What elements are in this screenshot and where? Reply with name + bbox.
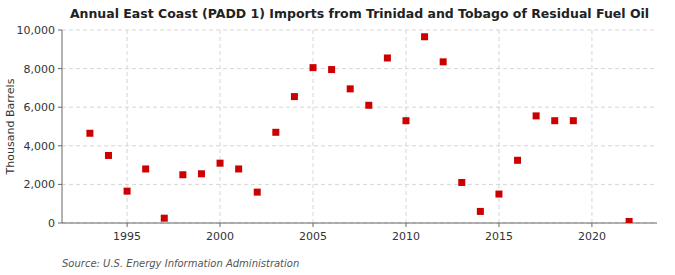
point xyxy=(421,33,428,40)
point xyxy=(551,117,558,124)
x-tick xyxy=(591,223,592,227)
point xyxy=(514,157,521,164)
point xyxy=(477,208,484,215)
point xyxy=(272,129,279,136)
point xyxy=(198,170,205,177)
x-tick xyxy=(498,223,499,227)
point xyxy=(328,66,335,73)
x-tick xyxy=(313,223,314,227)
point xyxy=(440,58,447,65)
x-tick-label: 2015 xyxy=(485,230,513,243)
point xyxy=(124,188,131,195)
y-tick xyxy=(58,68,62,69)
y-tick xyxy=(58,107,62,108)
point xyxy=(347,85,354,92)
y-tick xyxy=(58,30,62,31)
y-grid-line xyxy=(62,107,657,108)
y-grid-line xyxy=(62,184,657,185)
point xyxy=(402,117,409,124)
page: {"chart_data": { "type": "scatter", "tit… xyxy=(0,0,675,275)
x-tick-label: 2020 xyxy=(578,230,606,243)
x-grid-line xyxy=(220,30,221,223)
y-tick-label: 2,000 xyxy=(24,178,56,191)
x-tick xyxy=(405,223,406,227)
point xyxy=(235,165,242,172)
axes: 0 2,000 4,000 6,000 8,000 10,000 1995 2000 2005 2… xyxy=(17,24,658,243)
point xyxy=(626,218,633,223)
point xyxy=(310,64,317,71)
y-axis-label: Thousand Barrels xyxy=(4,78,17,175)
point xyxy=(458,179,465,186)
x-grid-line xyxy=(591,30,592,223)
y-grid-line xyxy=(62,30,657,31)
y-grid-line xyxy=(62,68,657,69)
x-axis-line xyxy=(62,223,657,224)
x-tick xyxy=(220,223,221,227)
point xyxy=(533,112,540,119)
x-grid-line xyxy=(313,30,314,223)
y-tick-label: 4,000 xyxy=(24,140,56,153)
y-tick-label: 8,000 xyxy=(24,63,56,76)
y-grid-line xyxy=(62,145,657,146)
y-axis-line xyxy=(62,30,63,223)
title: Annual East Coast (PADD 1) Imports from … xyxy=(70,6,649,21)
grid xyxy=(62,30,657,223)
point xyxy=(179,171,186,178)
x-tick xyxy=(127,223,128,227)
x-grid-line xyxy=(405,30,406,223)
point xyxy=(105,152,112,159)
x-tick-label: 1995 xyxy=(113,230,141,243)
point xyxy=(495,191,502,198)
x-tick-label: 2000 xyxy=(206,230,234,243)
point xyxy=(365,102,372,109)
point xyxy=(142,165,149,172)
point xyxy=(254,189,261,196)
y-tick xyxy=(58,223,62,224)
annotation: Source: U.S. Energy Information Administ… xyxy=(62,258,299,269)
point xyxy=(217,160,224,167)
y-tick xyxy=(58,184,62,185)
y-grid-line xyxy=(62,223,657,224)
y-tick-label: 10,000 xyxy=(17,24,56,37)
points xyxy=(86,33,632,223)
x-tick-label: 2010 xyxy=(392,230,420,243)
chart: Annual East Coast (PADD 1) Imports from … xyxy=(0,0,675,275)
point xyxy=(86,130,93,137)
y-tick xyxy=(58,145,62,146)
x-tick-label: 2005 xyxy=(299,230,327,243)
point xyxy=(161,215,168,222)
point xyxy=(291,93,298,100)
point xyxy=(384,54,391,61)
point xyxy=(570,117,577,124)
y-tick-label: 0 xyxy=(48,217,55,230)
y-tick-label: 6,000 xyxy=(24,101,56,114)
